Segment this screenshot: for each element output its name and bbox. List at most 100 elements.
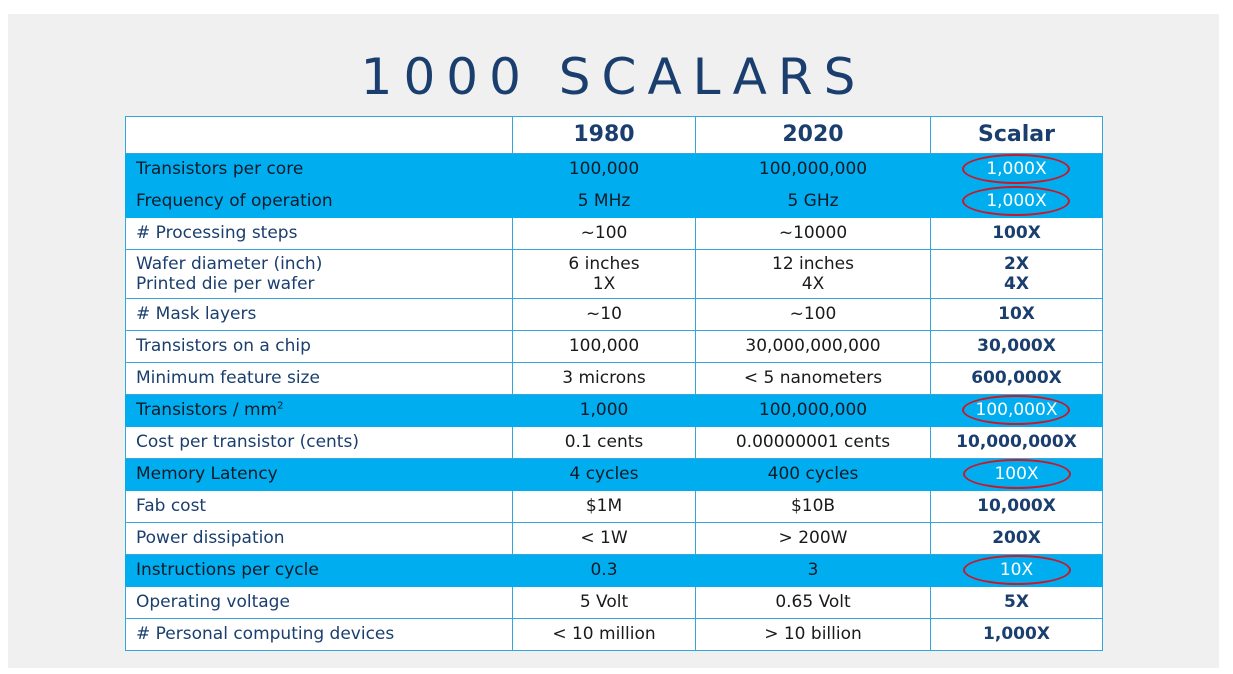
scalar-wrap: 10X [962,555,1071,586]
value-2020: 0.65 Volt [695,586,931,619]
table-row: Transistors / mm2 1,000 100,000,000 100,000… [125,394,1103,427]
value-scalar: 30,000X [930,330,1103,363]
table-row: Transistors on a chip 100,000 30,000,000,0… [125,330,1103,363]
value-2020-text: 100,000,000 [758,400,868,421]
value-2020: 30,000,000,000 [695,330,931,363]
row-label-text: Memory Latency [136,464,278,485]
value-1980-text: 100,000 [568,159,640,180]
header-label [125,116,513,154]
value-2020: $10B [695,490,931,523]
table-row: Cost per transistor (cents) 0.1 cents 0.00… [125,426,1103,459]
row-label: Cost per transistor (cents) [125,426,513,459]
value-2020-text: ~10000 [778,223,848,244]
value-scalar: 10,000,000X [930,426,1103,459]
table-row: Frequency of operation 5 MHz 5 GHz 1,000X [125,185,1103,218]
row-label-text: Transistors / mm [136,400,278,421]
value-1980: 6 inches 1X [512,249,696,299]
value-scalar: 1,000X [930,185,1103,218]
scalar-text: 10X [998,304,1035,325]
value-2020-text: 100,000,000 [758,159,868,180]
value-1980-text-2: 1X [592,274,616,294]
table-row: # Processing steps ~100 ~10000 100X [125,217,1103,250]
scalar-wrap: 1,000X [983,624,1050,644]
row-label-text: Minimum feature size [136,368,320,389]
value-1980-text: < 1W [580,528,628,549]
table-row: # Mask layers ~10 ~100 10X [125,298,1103,331]
row-label-text: Transistors per core [136,159,304,180]
value-scalar: 200X [930,522,1103,555]
row-label: Wafer diameter (inch) Printed die per waf… [125,249,513,299]
value-2020-text: 12 inches [772,253,854,274]
table-row: Memory Latency 4 cycles 400 cycles 100X [125,458,1103,491]
value-1980: ~10 [512,298,696,331]
table-row: Fab cost $1M $10B 10,000X [125,490,1103,523]
row-label-text: Power dissipation [136,528,285,549]
value-scalar: 5X [930,586,1103,619]
scalar-wrap: 200X [992,528,1041,548]
value-scalar: 100X [930,458,1103,491]
value-2020: 100,000,000 [695,394,931,427]
table-header-row: 1980 2020 Scalar [125,116,1103,154]
value-2020-text: ~100 [789,304,837,325]
value-scalar: 10X [930,554,1103,587]
value-1980: 1,000 [512,394,696,427]
value-1980-text: 0.1 cents [564,432,644,453]
value-1980-text: < 10 million [552,624,656,645]
value-1980: 0.1 cents [512,426,696,459]
row-label: Transistors on a chip [125,330,513,363]
value-1980-text: 1,000 [579,400,629,421]
value-2020: 400 cycles [695,458,931,491]
table-row: # Personal computing devices < 10 million… [125,618,1103,651]
row-label: # Personal computing devices [125,618,513,651]
row-label: Transistors per core [125,153,513,186]
value-1980-text: 5 Volt [579,592,629,613]
value-1980: 0.3 [512,554,696,587]
value-2020-text: 3 [807,560,819,581]
scalar-text: 1,000X [986,159,1047,180]
scalar-wrap: 1,000X [962,186,1071,217]
table-row: Power dissipation < 1W > 200W 200X [125,522,1103,555]
value-scalar: 10X [930,298,1103,331]
value-2020-text: > 200W [778,528,848,549]
value-1980: 3 microns [512,362,696,395]
value-1980: < 1W [512,522,696,555]
row-label: Memory Latency [125,458,513,491]
scalar-wrap: 2X 4X [1004,254,1029,295]
value-scalar: 2X 4X [930,249,1103,299]
scalar-text: 5X [1004,592,1029,613]
value-scalar: 1,000X [930,618,1103,651]
value-2020: 5 GHz [695,185,931,218]
row-label-text: Instructions per cycle [136,560,319,581]
row-label: Operating voltage [125,586,513,619]
row-label-text: Wafer diameter (inch) [136,253,323,274]
scalar-text: 100,000X [975,400,1058,421]
value-1980-text: 6 inches [568,253,640,274]
row-label: Frequency of operation [125,185,513,218]
scalar-text: 10,000X [977,496,1056,517]
value-2020-text-2: 4X [801,274,825,294]
value-2020-text: $10B [790,496,836,517]
scalar-text: 1,000X [983,624,1050,645]
value-2020: ~10000 [695,217,931,250]
scalar-wrap: 30,000X [977,336,1056,356]
value-scalar: 10,000X [930,490,1103,523]
row-label: # Processing steps [125,217,513,250]
table-row: Minimum feature size 3 microns < 5 nanomet… [125,362,1103,395]
slide: 1000 SCALARS 1980 2020 Scalar Transistor… [8,14,1219,668]
scalar-wrap: 100X [962,459,1071,490]
row-label-text: # Personal computing devices [136,624,395,645]
row-label: Fab cost [125,490,513,523]
row-label-text: Operating voltage [136,592,290,613]
value-2020: 0.00000001 cents [695,426,931,459]
value-2020: 3 [695,554,931,587]
value-2020-text: 400 cycles [767,464,859,485]
value-1980-text: 5 MHz [577,191,631,212]
slide-title: 1000 SCALARS [360,48,867,106]
value-1980: 100,000 [512,330,696,363]
value-scalar: 100,000X [930,394,1103,427]
value-1980-text: 3 microns [562,368,646,389]
scalar-wrap: 10,000,000X [956,432,1077,452]
scalar-wrap: 10,000X [977,496,1056,516]
value-2020: > 200W [695,522,931,555]
scalar-text: 1,000X [986,191,1047,212]
